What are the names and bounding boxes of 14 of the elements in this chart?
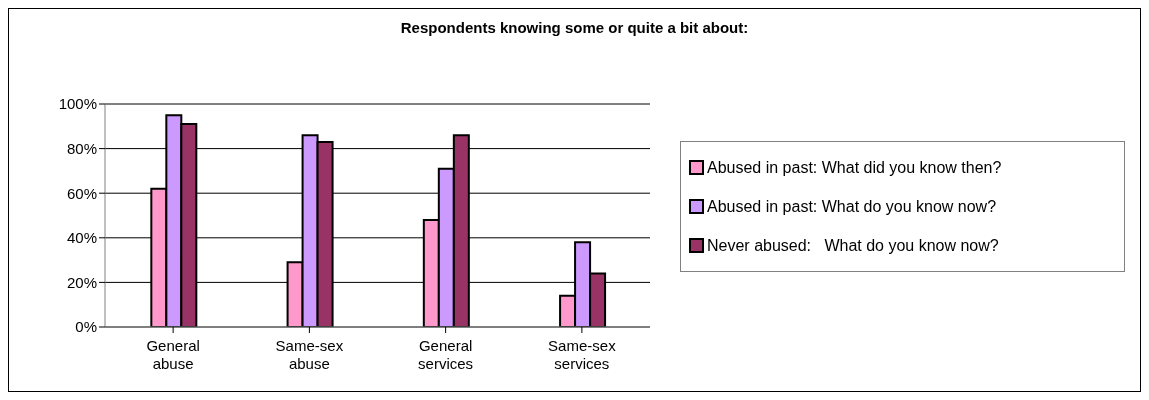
x-tick-label: Same-sex abuse <box>275 337 344 372</box>
x-tick-label: General abuse <box>146 337 200 372</box>
y-tick-label: 40% <box>66 229 97 247</box>
chart-title: Respondents knowing some or quite a bit about: <box>399 19 750 36</box>
legend-label: Never abused: What do you know now? <box>707 236 999 255</box>
x-tick-label: General services <box>418 337 474 372</box>
y-tick-label: 20% <box>66 273 97 291</box>
y-tick-label: 100% <box>58 95 97 113</box>
legend-label: Abused in past: What do you know now? <box>707 197 997 216</box>
x-tick-label: Same-sex services <box>548 337 617 372</box>
y-tick-label: 0% <box>75 318 97 336</box>
y-tick-label: 80% <box>66 139 97 157</box>
legend-label: Abused in past: What did you know then? <box>707 158 1002 177</box>
y-tick-label: 60% <box>66 184 97 202</box>
